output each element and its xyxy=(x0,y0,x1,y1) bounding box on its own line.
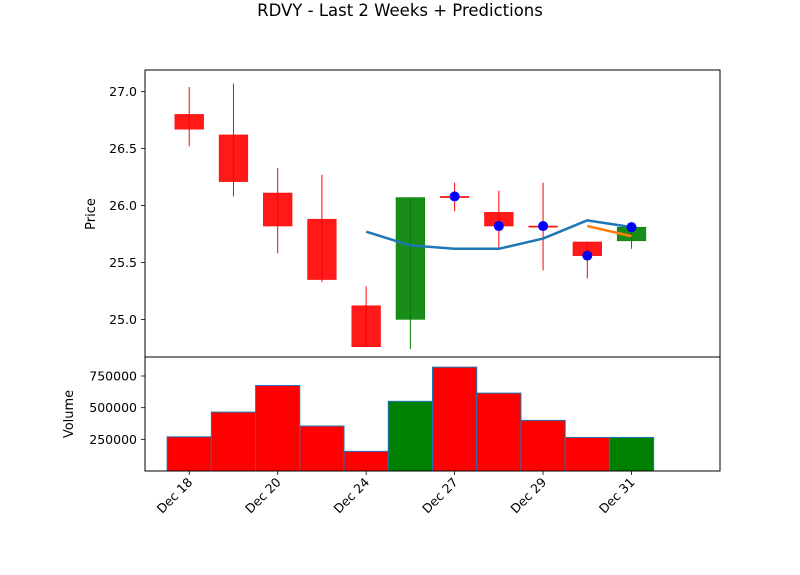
prediction-marker-3 xyxy=(582,250,593,261)
candle-body-3 xyxy=(307,218,337,280)
x-tick-label-4: Dec 29 xyxy=(507,474,549,516)
volume-tick-label-1: 500000 xyxy=(89,400,137,415)
volume-bar-8 xyxy=(520,419,566,472)
price-tick-label-3: 26.5 xyxy=(109,141,137,156)
volume-bar-3 xyxy=(299,425,345,472)
price-axis-label: Price xyxy=(84,198,99,230)
volume-bar-0 xyxy=(166,436,212,472)
volume-tick-label-2: 750000 xyxy=(89,369,137,384)
volume-bar-7 xyxy=(476,392,522,472)
volume-axis-label: Volume xyxy=(62,390,77,438)
volume-bar-10 xyxy=(608,436,655,472)
volume-bar-4 xyxy=(343,450,389,472)
candle-body-1 xyxy=(218,134,249,182)
price-tick-label-0: 25.0 xyxy=(109,312,137,327)
prediction-marker-2 xyxy=(538,221,549,232)
price-panel-frame xyxy=(144,69,721,358)
price-tick-label-1: 25.5 xyxy=(109,255,137,270)
x-tick-label-2: Dec 24 xyxy=(331,474,373,516)
volume-bar-5 xyxy=(387,400,433,472)
volume-tick-label-0: 250000 xyxy=(89,432,137,447)
prediction-tail-line xyxy=(587,224,632,238)
prediction-marker-4 xyxy=(626,222,637,233)
x-tick-label-0: Dec 18 xyxy=(154,474,196,516)
x-tick-label-1: Dec 20 xyxy=(242,474,284,516)
prediction-line xyxy=(365,219,632,251)
candle-body-4 xyxy=(351,305,381,347)
volume-bar-1 xyxy=(210,411,257,472)
x-axis: Dec 18 Dec 20 Dec 24 Dec 27 Dec 29 Dec 31 xyxy=(154,471,638,516)
volume-bar-2 xyxy=(255,385,301,472)
x-tick-label-5: Dec 31 xyxy=(596,475,638,517)
x-tick-label-3: Dec 27 xyxy=(419,475,461,517)
candle-body-2 xyxy=(263,192,293,227)
volume-bar-6 xyxy=(432,366,478,472)
volume-bar-9 xyxy=(564,436,610,472)
candle-body-0 xyxy=(174,114,204,130)
volume-panel: 250000 500000 750000 xyxy=(89,356,721,472)
volume-panel-frame xyxy=(144,356,721,472)
price-tick-label-2: 26.0 xyxy=(109,198,137,213)
price-tick-label-4: 27.0 xyxy=(109,84,137,99)
prediction-marker-0 xyxy=(449,191,460,202)
price-panel: 25.0 25.5 26.0 26.5 27.0 xyxy=(109,69,721,358)
prediction-marker-1 xyxy=(493,221,504,232)
candle-body-5 xyxy=(395,197,426,320)
chart-title: RDVY - Last 2 Weeks + Predictions xyxy=(257,1,543,20)
